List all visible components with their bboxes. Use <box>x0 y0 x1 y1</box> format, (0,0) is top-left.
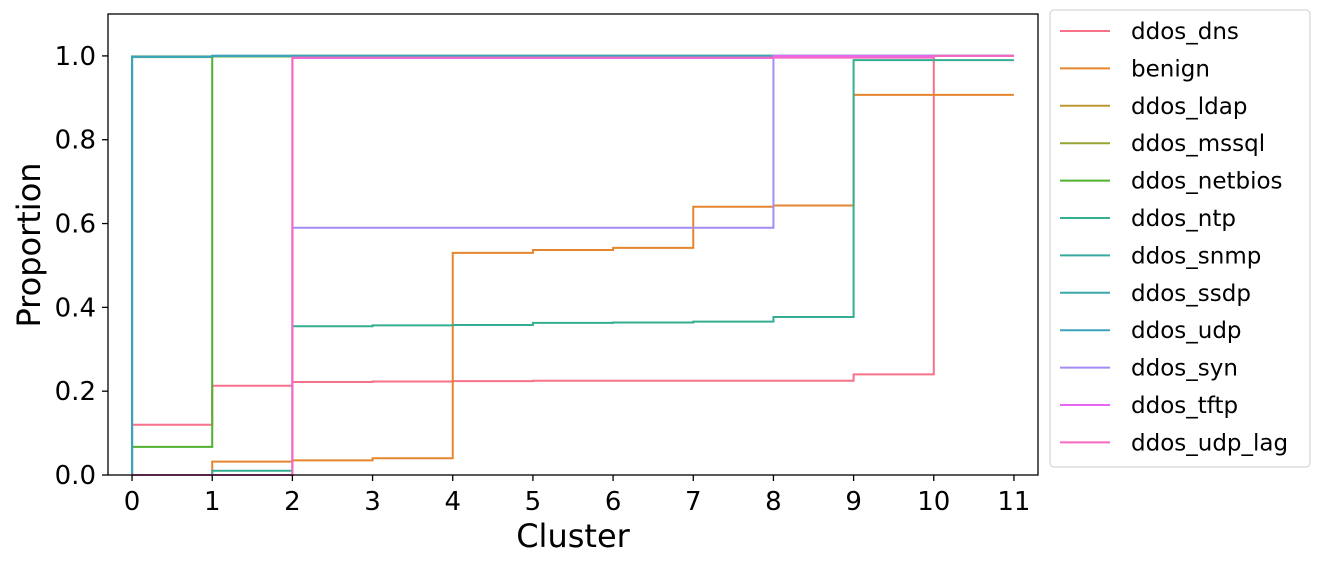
series-line-ddos-mssql <box>131 54 1014 475</box>
legend-label-ddos-udp-lag: ddos_udp_lag <box>1131 430 1288 456</box>
series-line-benign <box>132 93 1014 476</box>
x-tick-label: 4 <box>444 487 461 517</box>
legend-label-ddos-ssdp: ddos_ssdp <box>1131 281 1251 307</box>
x-tick-label: 10 <box>917 487 950 517</box>
y-tick-label: 0.0 <box>55 461 96 491</box>
x-tick-label: 9 <box>845 487 862 517</box>
legend-label-ddos-netbios: ddos_netbios <box>1131 169 1283 195</box>
x-tick-label: 11 <box>997 487 1030 517</box>
x-tick-label: 1 <box>204 487 221 517</box>
y-tick-label: 0.4 <box>55 293 96 323</box>
series-layer <box>131 54 1014 476</box>
x-axis-label: Cluster <box>516 517 630 555</box>
series-line-ddos-udp-lag <box>132 54 1014 476</box>
legend-label-ddos-snmp: ddos_snmp <box>1131 243 1261 269</box>
x-tick-label: 8 <box>765 487 782 517</box>
y-tick-label: 0.8 <box>55 126 96 156</box>
legend-frame <box>1049 9 1311 468</box>
x-tick-label: 6 <box>605 487 622 517</box>
series-line-ddos-ldap <box>131 54 1014 475</box>
legend-label-ddos-ntp: ddos_ntp <box>1131 206 1236 232</box>
series-line-ddos-udp <box>131 54 1014 475</box>
y-tick-label: 0.6 <box>55 210 96 240</box>
plot-frame <box>107 13 1039 476</box>
series-line-ddos-dns <box>131 54 1014 475</box>
series-line-ddos-netbios <box>131 54 1014 475</box>
y-axis-label: Proportion <box>10 162 48 327</box>
x-tick-label: 3 <box>364 487 381 517</box>
x-tick-label: 0 <box>124 487 141 517</box>
series-line-ddos-ssdp <box>131 54 1014 475</box>
y-tick-label: 1.0 <box>55 42 96 72</box>
legend-label-ddos-syn: ddos_syn <box>1131 356 1238 382</box>
series-line-ddos-tftp <box>132 54 1014 476</box>
legend-label-benign: benign <box>1131 56 1210 82</box>
y-tick-label: 0.2 <box>55 377 96 407</box>
series-line-ddos-syn <box>132 54 1014 476</box>
legend-label-ddos-tftp: ddos_tftp <box>1131 393 1238 419</box>
x-tick-label: 5 <box>525 487 542 517</box>
legend-label-ddos-mssql: ddos_mssql <box>1131 131 1265 157</box>
x-axis: 0 1 2 3 4 5 6 7 8 9 10 11 <box>124 475 1030 517</box>
legend-label-ddos-udp: ddos_udp <box>1131 318 1242 344</box>
legend-label-ddos-dns: ddos_dns <box>1131 19 1239 45</box>
y-axis: 0.0 0.2 0.4 0.6 0.8 1.0 <box>55 42 108 491</box>
series-line-ddos-ntp <box>132 59 1014 476</box>
legend-label-ddos-ldap: ddos_ldap <box>1131 94 1247 120</box>
x-tick-label: 2 <box>284 487 301 517</box>
series-line-ddos-snmp <box>131 54 1014 475</box>
x-tick-label: 7 <box>685 487 702 517</box>
